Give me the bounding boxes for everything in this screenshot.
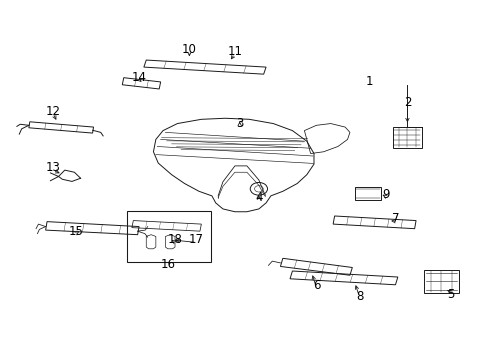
Text: 8: 8	[355, 290, 363, 303]
Text: 14: 14	[131, 71, 146, 84]
Bar	[424, 270, 458, 293]
Text: 13: 13	[45, 161, 60, 174]
Text: 5: 5	[446, 288, 453, 301]
Text: 4: 4	[255, 191, 262, 204]
Text: 3: 3	[236, 117, 243, 130]
Text: 18: 18	[167, 234, 182, 247]
Bar	[127, 211, 210, 262]
Text: 17: 17	[189, 234, 203, 247]
Text: 9: 9	[381, 188, 389, 201]
Text: 1: 1	[365, 75, 372, 88]
Text: 7: 7	[391, 212, 398, 225]
Text: 12: 12	[45, 105, 60, 118]
Text: 11: 11	[227, 45, 242, 58]
Bar	[392, 127, 421, 148]
Bar	[354, 187, 380, 200]
Text: 10: 10	[182, 43, 197, 56]
Text: 6: 6	[312, 279, 320, 292]
Text: 15: 15	[68, 225, 83, 238]
Text: 16: 16	[160, 258, 175, 271]
Text: 2: 2	[403, 96, 410, 109]
